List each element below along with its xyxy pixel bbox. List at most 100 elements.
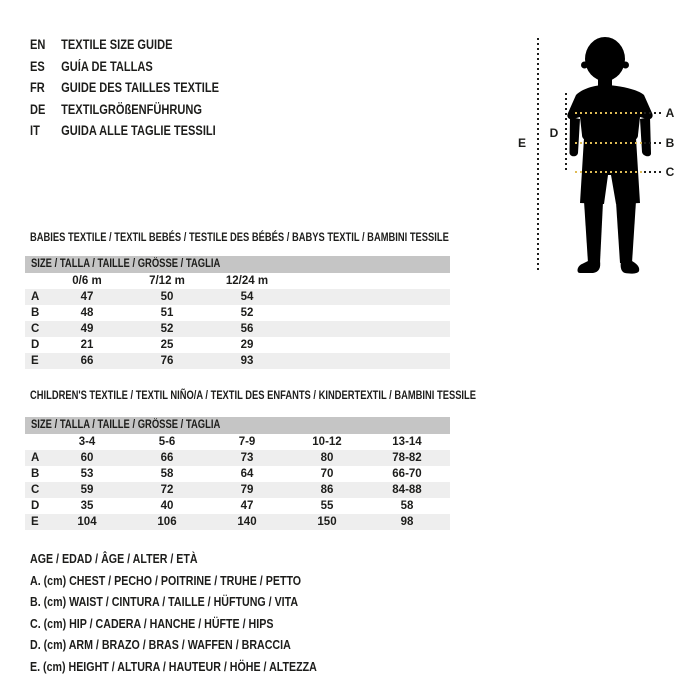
table-cell: 70 [320, 468, 334, 480]
table-cell: 79 [240, 484, 254, 496]
table-row-d: D 35 40 47 55 58 [25, 498, 450, 514]
table-cell: 52 [240, 307, 254, 319]
table-cell: 84-88 [392, 484, 422, 496]
table-row-a: A 47 50 54 [25, 289, 450, 305]
measure-label-c: C [665, 165, 675, 179]
table-row-e: E 66 76 93 [25, 353, 450, 369]
table-cell: 58 [400, 500, 414, 512]
table-cell: 66 [80, 355, 94, 367]
table-cell: 21 [80, 339, 94, 351]
table-cell: 47 [80, 291, 94, 303]
table-cell: 80 [320, 452, 334, 464]
lang-title: TEXTILE SIZE GUIDE [61, 37, 173, 52]
measure-label-e: E [517, 136, 526, 150]
lang-code: DE [30, 101, 46, 117]
table-cell: 150 [317, 516, 337, 528]
legend-chest-line: A. (cm) CHEST / PECHO / POITRINE / TRUHE… [30, 572, 302, 588]
table-row-c: C 49 52 56 [25, 321, 450, 337]
row-label: A [31, 452, 40, 464]
column-header: 3-4 [78, 436, 96, 448]
lang-row-fr: FR GUIDE DES TAILLES TEXTILE [30, 77, 261, 99]
child-silhouette-icon [567, 37, 653, 274]
language-list: EN TEXTILE SIZE GUIDE ES GUÍA DE TALLAS FR… [30, 34, 261, 142]
table-cell: 106 [157, 516, 177, 528]
row-label: E [31, 355, 39, 367]
table-cell: 50 [160, 291, 174, 303]
table-cell: 60 [80, 452, 94, 464]
table-cell: 76 [160, 355, 174, 367]
table-row-d: D 21 25 29 [25, 337, 450, 353]
height-measure-line-e [537, 38, 539, 273]
legend-hip-line: C. (cm) HIP / CADERA / HANCHE / HÜFTE / … [30, 615, 274, 631]
table-cell: 49 [80, 323, 94, 335]
table-cell: 55 [320, 500, 334, 512]
children-section-title: CHILDREN'S TEXTILE / TEXTIL NIÑO/A / TEX… [30, 388, 477, 402]
table-cell: 93 [240, 355, 254, 367]
table-cell: 52 [160, 323, 174, 335]
babies-section-title: BABIES TEXTILE / TEXTIL BEBÉS / TESTILE … [30, 230, 449, 244]
table-cell: 56 [240, 323, 254, 335]
chest-measure-dots [575, 112, 644, 114]
table-cell: 25 [160, 339, 174, 351]
table-cell: 59 [80, 484, 94, 496]
table-row-a: A 60 66 73 80 78-82 [25, 450, 450, 466]
row-label: A [31, 291, 40, 303]
lang-row-it: IT GUIDA ALLE TAGLIE TESSILI [30, 120, 261, 142]
column-header: 12/24 m [225, 275, 269, 287]
children-table: SIZE / TALLA / TAILLE / GRÖSSE / TAGLIA … [25, 417, 450, 530]
lang-code: EN [30, 37, 46, 52]
column-header: 13-14 [392, 436, 422, 448]
table-cell: 86 [320, 484, 334, 496]
measure-label-d: D [549, 126, 559, 140]
lang-title: GUIDA ALLE TAGLIE TESSILI [61, 123, 216, 138]
table-cell: 54 [240, 291, 254, 303]
table-row-e: E 104 106 140 150 98 [25, 514, 450, 530]
legend-arm-line: D. (cm) ARM / BRAZO / BRAS / WAFFEN / BR… [30, 637, 291, 653]
row-label: B [31, 307, 40, 319]
table-cell: 66-70 [392, 468, 422, 480]
children-column-header-row: 3-4 5-6 7-9 10-12 13-14 [25, 434, 450, 450]
table-row-b: B 53 58 64 70 66-70 [25, 466, 450, 482]
lang-code: IT [30, 123, 40, 138]
lang-title: TEXTILGRÖßENFÜHRUNG [61, 101, 202, 117]
table-cell: 98 [400, 516, 414, 528]
measurement-legend: AGE / EDAD / ÂGE / ALTER / ETÀ A. (cm) C… [30, 548, 380, 678]
table-cell: 66 [160, 452, 174, 464]
table-cell: 104 [77, 516, 97, 528]
table-cell: 64 [240, 468, 254, 480]
table-cell: 29 [240, 339, 254, 351]
lang-row-es: ES GUÍA DE TALLAS [30, 56, 261, 78]
table-row-c: C 59 72 79 86 84-88 [25, 482, 450, 498]
babies-table: SIZE / TALLA / TAILLE / GRÖSSE / TAGLIA … [25, 256, 450, 369]
table-row-b: B 48 51 52 [25, 305, 450, 321]
measurement-figure: A B C D E [505, 30, 700, 280]
table-cell: 47 [240, 500, 254, 512]
corner-cell [25, 434, 47, 450]
hip-leader-dots [644, 171, 661, 173]
table-cell: 48 [80, 307, 94, 319]
table-cell: 78-82 [392, 452, 422, 464]
lang-code: ES [30, 58, 45, 74]
table-cell: 40 [160, 500, 174, 512]
corner-cell [25, 273, 47, 289]
column-header: 7-9 [238, 436, 256, 448]
row-label: E [31, 516, 39, 528]
babies-column-header-row: 0/6 m 7/12 m 12/24 m [25, 273, 450, 289]
column-header: 5-6 [158, 436, 176, 448]
size-header-bar: SIZE / TALLA / TAILLE / GRÖSSE / TAGLIA [25, 417, 450, 434]
row-label: B [31, 468, 40, 480]
table-cell: 73 [240, 452, 254, 464]
column-header: 7/12 m [149, 275, 185, 287]
legend-age-line: AGE / EDAD / ÂGE / ALTER / ETÀ [30, 551, 198, 566]
table-cell: 53 [80, 468, 94, 480]
measure-label-b: B [665, 136, 675, 150]
row-label: D [31, 339, 40, 351]
row-label: C [31, 323, 40, 335]
lang-title: GUIDE DES TAILLES TEXTILE [61, 80, 220, 95]
table-cell: 58 [160, 468, 174, 480]
lang-row-en: EN TEXTILE SIZE GUIDE [30, 34, 261, 56]
legend-height-line: E. (cm) HEIGHT / ALTURA / HAUTEUR / HÖHE… [30, 658, 317, 674]
column-header: 10-12 [312, 436, 342, 448]
row-label: D [31, 500, 40, 512]
